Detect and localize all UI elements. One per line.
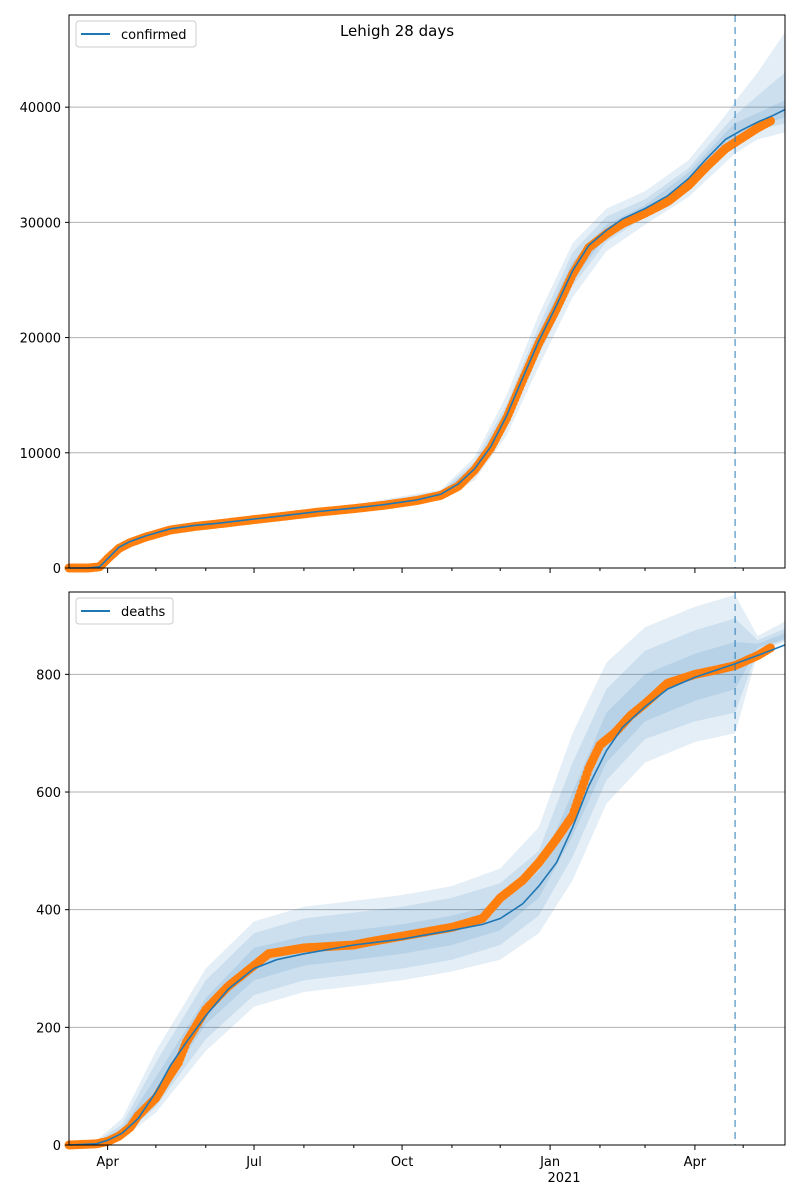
deaths-x-ticks: Apr Jul Oct Jan Apr (96, 1145, 744, 1170)
confirmed-panel: 0 10000 20000 30000 40000 Lehigh 28 days con… (20, 14, 786, 577)
uncertainty-band (69, 594, 785, 1145)
confirmed-axes-frame (68, 14, 786, 569)
confirmed-plot-area (69, 15, 785, 568)
chart-title: Lehigh 28 days (340, 22, 454, 40)
deaths-axes-frame (68, 591, 786, 1146)
legend-label-confirmed: confirmed (121, 28, 187, 43)
y-tick-label: 20000 (20, 332, 61, 347)
confirmed-y-ticks: 0 10000 20000 30000 40000 (20, 101, 69, 577)
deaths-y-ticks: 0 200 400 600 800 (36, 668, 69, 1154)
deaths-gridlines (69, 673, 785, 1028)
legend-box (75, 20, 197, 48)
confirmed-gridlines (69, 106, 785, 454)
legend-label-deaths: deaths (121, 605, 166, 620)
x-tick-label: Oct (391, 1155, 413, 1170)
legend-box (75, 597, 174, 625)
confirmed-model-line (69, 108, 786, 569)
deaths-panel: 0 200 400 600 800 Apr Jul Oct Jan Apr deaths 202… (36, 591, 786, 1186)
deaths-observed-points (64, 643, 775, 1150)
model-line (69, 108, 786, 569)
y-tick-label: 40000 (20, 101, 61, 116)
observed-point (766, 116, 775, 126)
confirmed-legend: confirmed (75, 20, 197, 48)
uncertainty-band (69, 633, 785, 1145)
y-tick-label: 10000 (20, 447, 61, 462)
confirmed-uncertainty-bands (69, 32, 785, 569)
model-line (68, 644, 786, 1146)
y-tick-label: 200 (36, 1021, 61, 1036)
confirmed-x-ticks (107, 568, 744, 573)
y-tick-label: 30000 (20, 216, 61, 231)
y-tick-label: 0 (53, 562, 61, 577)
y-tick-label: 600 (36, 786, 61, 801)
y-tick-label: 400 (36, 904, 61, 919)
deaths-legend: deaths (75, 597, 174, 625)
y-tick-label: 0 (53, 1139, 61, 1154)
x-tick-label: Jan (539, 1155, 560, 1170)
uncertainty-band (69, 100, 785, 569)
deaths-model-line (68, 644, 786, 1146)
x-tick-secondary-label: 2021 (547, 1171, 580, 1186)
x-tick-label: Apr (684, 1155, 707, 1170)
x-tick-label: Apr (96, 1155, 119, 1170)
y-tick-label: 800 (36, 668, 61, 683)
x-tick-label: Jul (245, 1155, 262, 1170)
